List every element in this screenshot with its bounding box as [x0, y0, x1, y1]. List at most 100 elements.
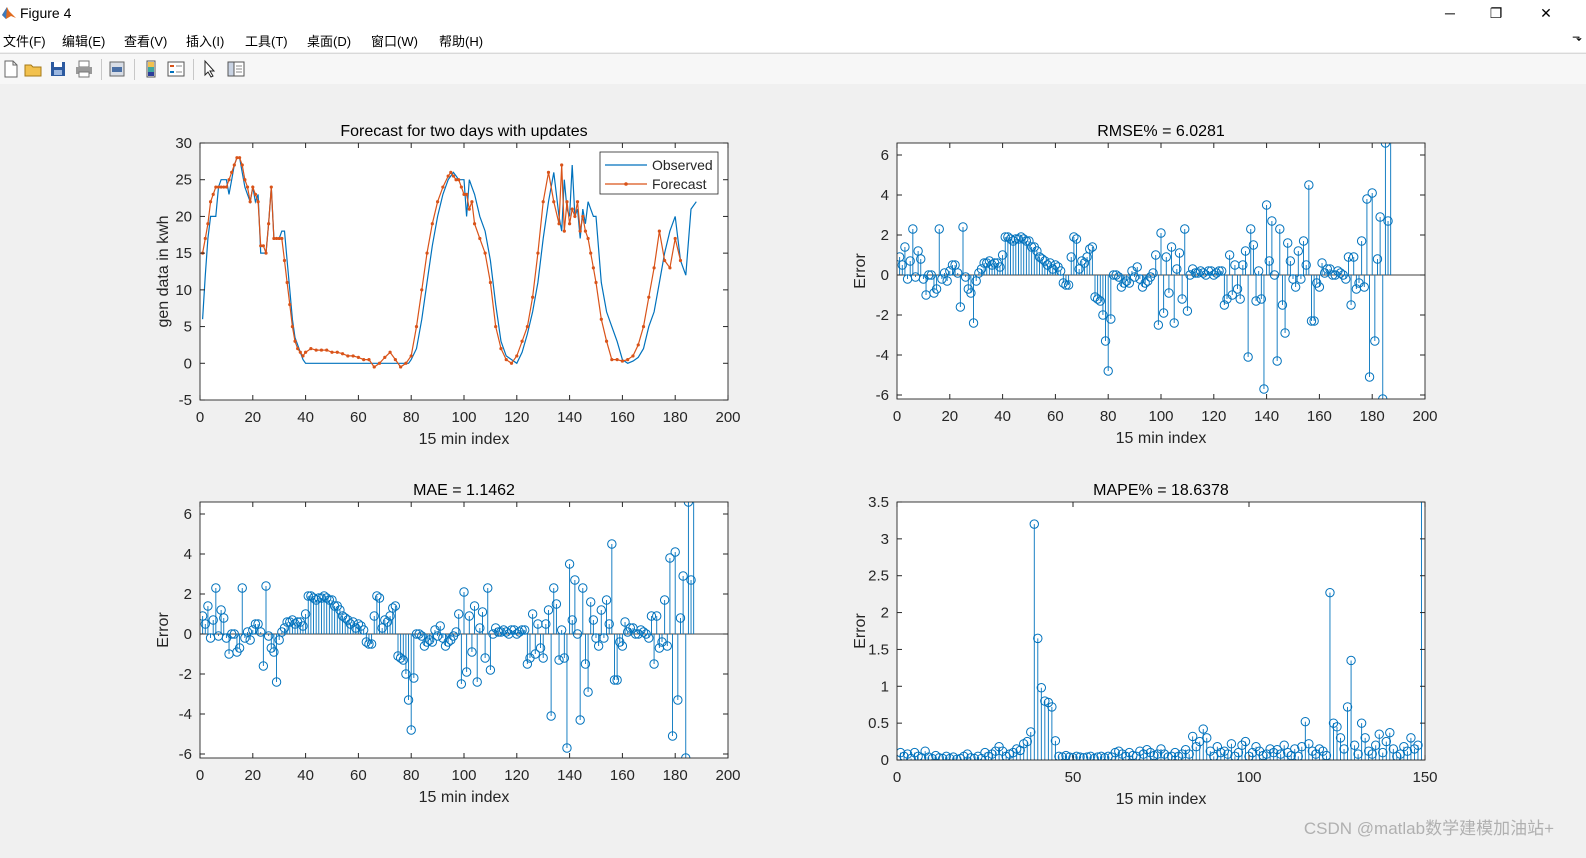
- stem-marker: [1224, 250, 1235, 260]
- forecast-point: [568, 222, 572, 226]
- x-tick-label: 200: [715, 409, 740, 426]
- edit-plot-cursor-icon[interactable]: [200, 59, 220, 79]
- menu-help[interactable]: 帮助(H): [439, 34, 484, 49]
- stem-marker: [1169, 318, 1179, 328]
- stem-marker: [559, 653, 570, 663]
- stem-marker: [1187, 731, 1198, 742]
- stem-marker: [1063, 280, 1074, 290]
- close-button[interactable]: ✕: [1540, 5, 1552, 21]
- forecast-point: [441, 185, 445, 189]
- stem-marker: [1111, 270, 1121, 280]
- stem-marker: [942, 276, 952, 286]
- stem-marker: [432, 631, 443, 641]
- stem-marker: [1174, 248, 1185, 258]
- stem-marker: [335, 605, 345, 615]
- insert-legend-icon[interactable]: [166, 59, 186, 79]
- forecast-point: [340, 352, 345, 356]
- stem-marker: [454, 609, 464, 619]
- stem-marker: [451, 627, 461, 637]
- stem-marker: [1367, 188, 1377, 198]
- stem-marker: [1219, 300, 1230, 310]
- stem-marker: [1363, 746, 1374, 756]
- menu-tools[interactable]: 工具(T): [245, 34, 288, 49]
- maximize-button[interactable]: ❐: [1489, 5, 1503, 21]
- stem-marker: [554, 655, 564, 665]
- property-inspector-icon[interactable]: [226, 59, 246, 79]
- stem-marker: [593, 641, 604, 651]
- stem-marker: [1267, 216, 1277, 226]
- save-icon[interactable]: [48, 59, 68, 79]
- menu-edit[interactable]: 编辑(E): [62, 34, 106, 49]
- forecast-point: [560, 163, 564, 167]
- stem-marker: [1349, 252, 1359, 262]
- stem-marker: [411, 629, 422, 639]
- stem-marker: [374, 593, 385, 603]
- x-axis-label: 15 min index: [1116, 791, 1207, 808]
- stem-marker: [348, 617, 358, 627]
- stem-marker: [1301, 260, 1311, 270]
- y-tick-label: 2: [184, 586, 192, 603]
- menu-view[interactable]: 查看(V): [124, 34, 168, 49]
- stem-marker: [358, 625, 369, 635]
- stem-marker: [1272, 356, 1282, 366]
- stem-marker: [1135, 746, 1145, 756]
- y-tick-label: -2: [179, 666, 192, 683]
- stem-marker: [1047, 702, 1057, 712]
- stem-marker: [1095, 296, 1105, 306]
- stem-marker: [966, 753, 976, 760]
- forecast-point: [610, 358, 614, 362]
- x-tick-label: 0: [893, 408, 901, 425]
- stem-marker: [517, 625, 527, 635]
- stem-marker: [261, 581, 271, 591]
- stem-marker: [1045, 258, 1055, 268]
- stem-marker: [390, 601, 401, 611]
- print-icon[interactable]: [74, 59, 94, 79]
- stem-marker: [1359, 282, 1369, 292]
- forecast-point: [562, 229, 566, 233]
- toolbar-separator: [193, 59, 194, 80]
- menu-file[interactable]: 文件(F): [3, 34, 46, 49]
- x-tick-label: 80: [403, 409, 420, 426]
- menu-desktop[interactable]: 桌面(D): [307, 34, 352, 49]
- menu-window[interactable]: 窗口(W): [371, 34, 418, 49]
- link-plot-icon[interactable]: [107, 59, 127, 79]
- stem-marker: [1335, 268, 1346, 278]
- new-figure-icon[interactable]: [1, 59, 21, 79]
- stem-marker: [467, 647, 477, 657]
- open-file-icon[interactable]: [23, 59, 43, 79]
- stem-marker: [1300, 716, 1311, 727]
- forecast-point: [251, 185, 255, 189]
- forecast-point: [290, 324, 294, 329]
- stem-marker: [678, 571, 688, 581]
- stem-marker: [1026, 727, 1036, 737]
- menu-insert[interactable]: 插入(I): [186, 34, 225, 49]
- plot-area[interactable]: 0 20 40 60 80 100 120 140 160 180 200-505101520253…: [0, 84, 1586, 853]
- stem-marker: [1259, 384, 1269, 394]
- stem-marker: [1019, 234, 1029, 244]
- x-axis-label: 15 min index: [419, 431, 510, 448]
- forecast-point: [446, 174, 450, 178]
- stem-marker: [234, 643, 245, 653]
- forecast-point: [425, 251, 429, 255]
- stem-marker: [551, 599, 562, 609]
- stem-marker: [1161, 252, 1171, 262]
- y-axis-label: Error: [852, 253, 869, 289]
- forecast-point: [216, 185, 221, 189]
- stem-marker: [1092, 752, 1103, 760]
- stem-marker: [263, 631, 274, 641]
- menu-overflow-icon[interactable]: ⬎: [1571, 30, 1582, 44]
- insert-colorbar-icon[interactable]: [141, 59, 161, 79]
- plot-content: [201, 156, 697, 369]
- stem-marker: [549, 583, 559, 593]
- stem-marker: [1314, 282, 1325, 292]
- chart-title: MAE = 1.1462: [413, 482, 515, 499]
- minimize-button[interactable]: ─: [1445, 5, 1455, 21]
- forecast-point: [264, 251, 268, 255]
- stem-marker: [897, 260, 907, 270]
- forecast-point: [465, 192, 469, 196]
- stem-marker: [1402, 746, 1413, 756]
- stem-marker: [1166, 242, 1177, 252]
- stem-marker: [1092, 294, 1103, 304]
- stem-marker: [382, 617, 393, 627]
- forecast-point: [504, 358, 508, 362]
